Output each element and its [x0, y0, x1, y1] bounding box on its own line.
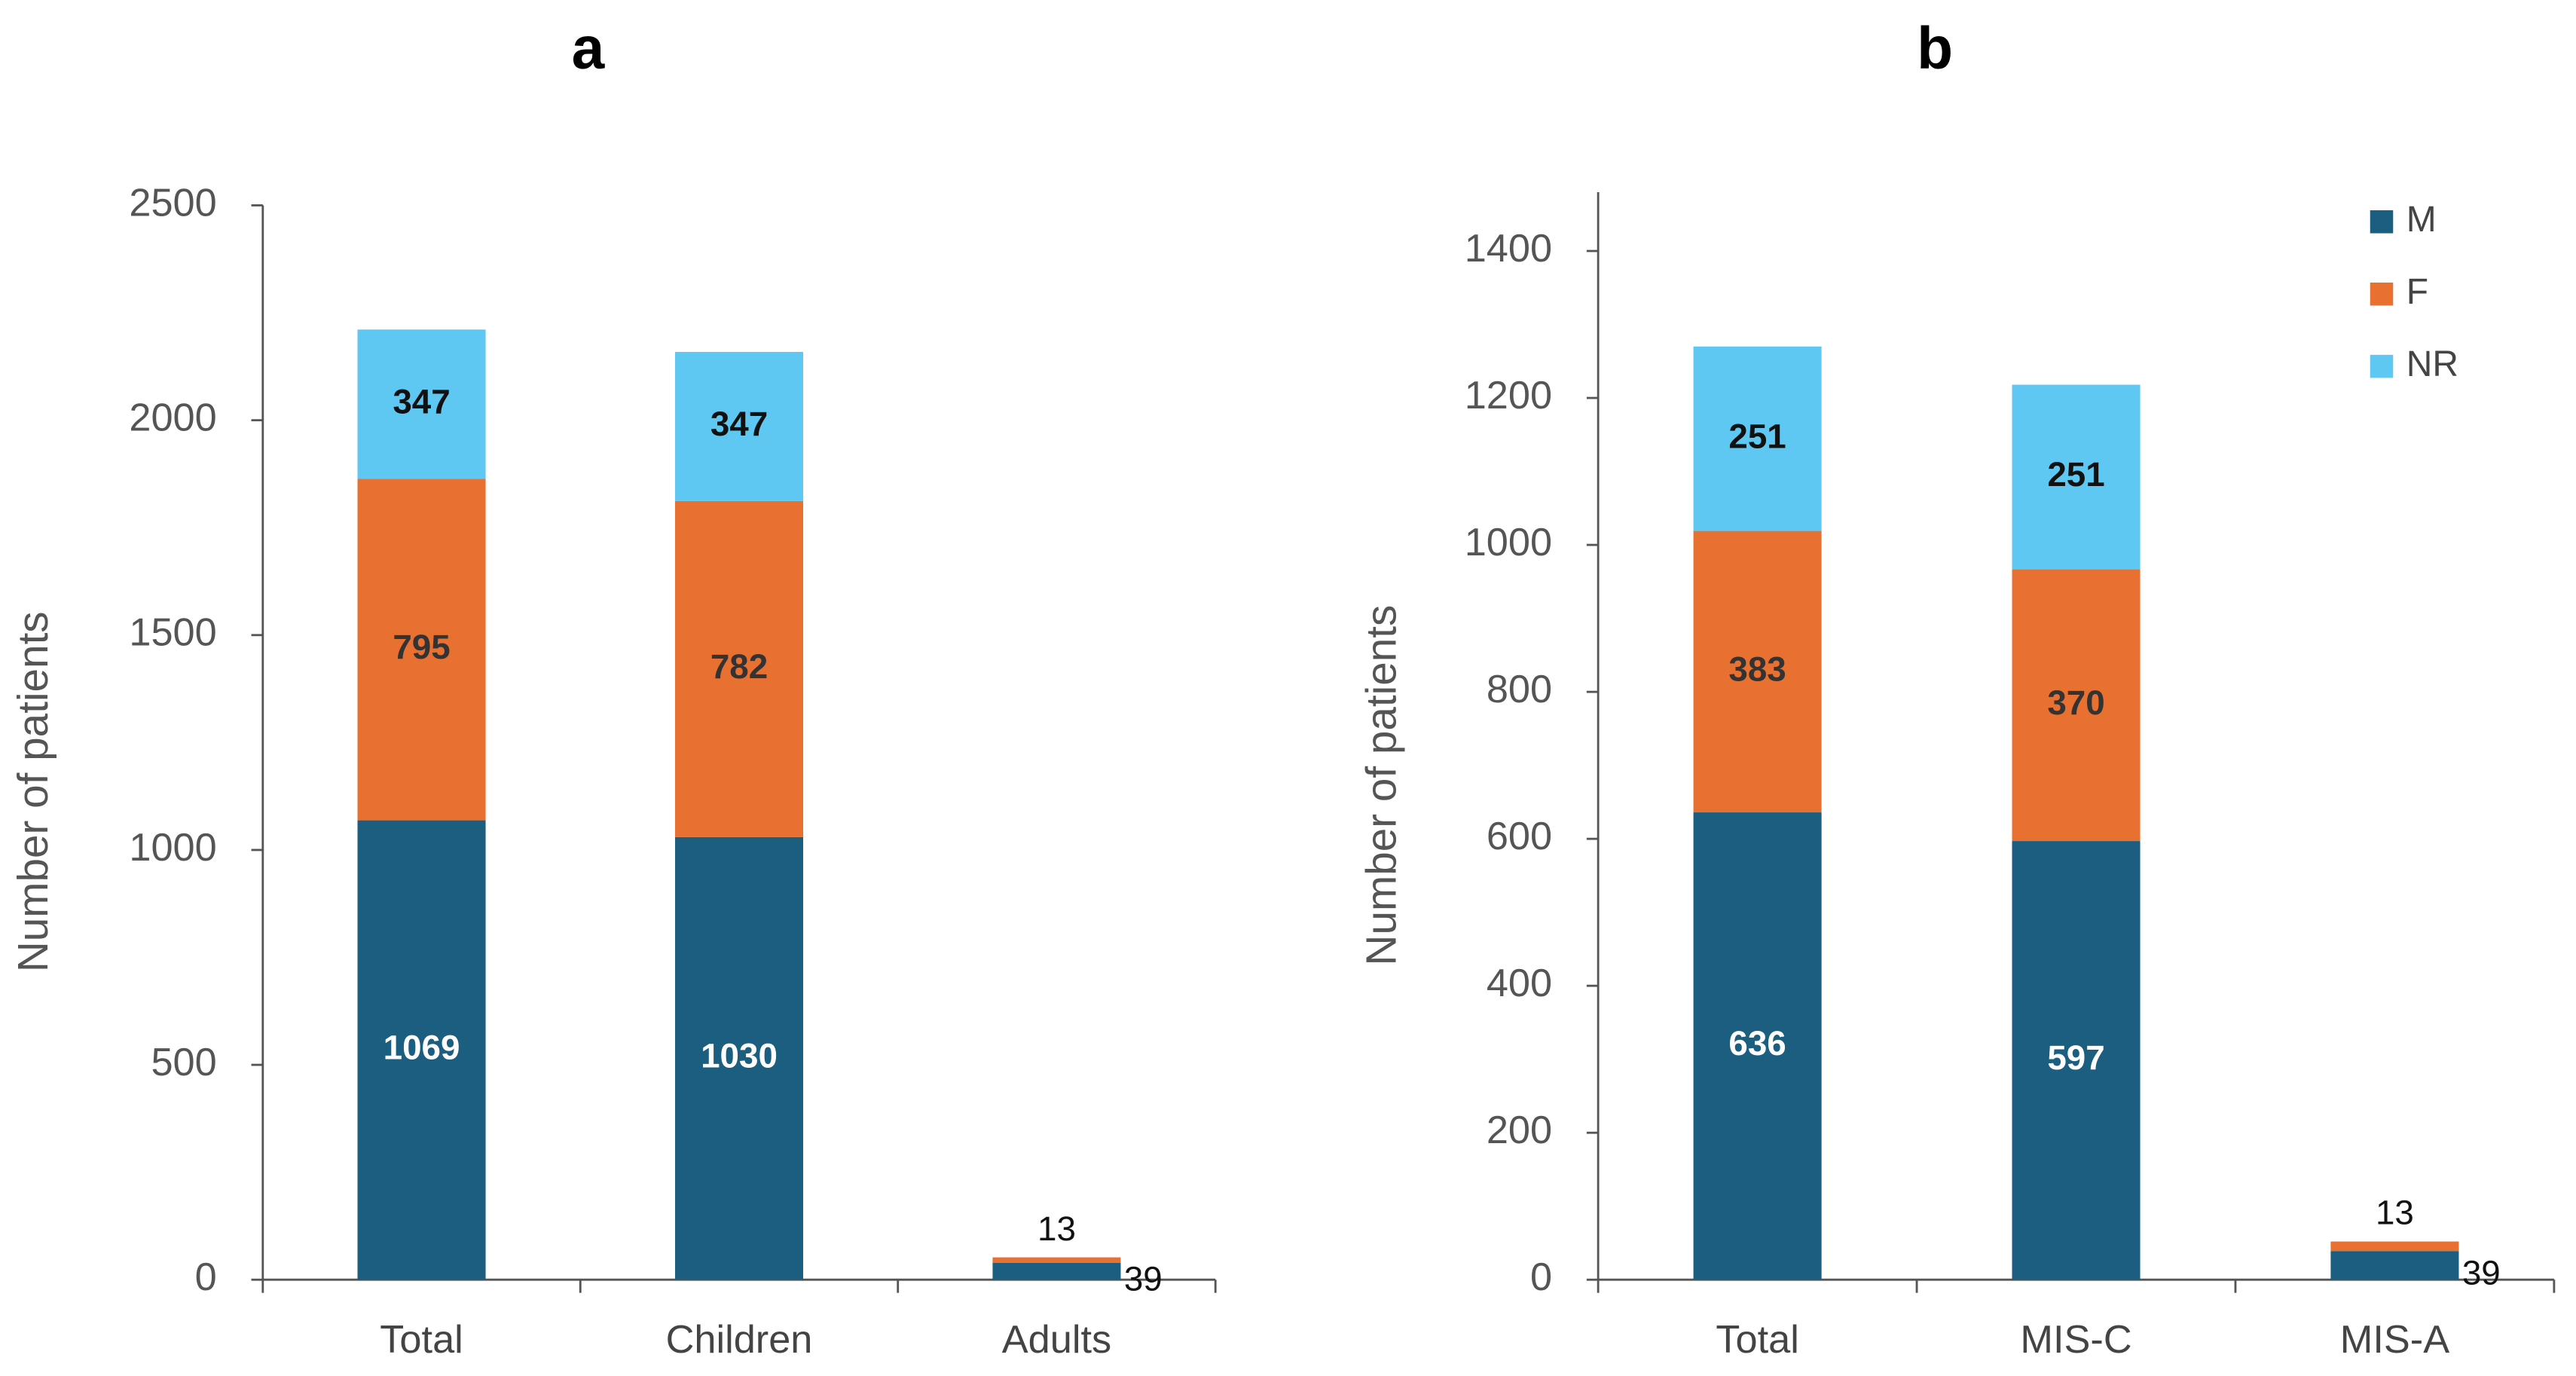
y-tick-label: 1500: [129, 611, 216, 655]
bar-segment: [1693, 812, 1822, 1280]
bar-segment: [992, 1262, 1121, 1280]
legend-swatch: [2370, 282, 2394, 306]
bar-segment: [2330, 1251, 2459, 1280]
y-axis-label: Number of patients: [10, 611, 57, 972]
bar-segment: [674, 500, 804, 837]
chart-title: a: [572, 14, 606, 81]
legend-swatch: [2370, 354, 2394, 378]
y-tick-label: 400: [1487, 962, 1552, 1005]
y-tick-label: 0: [1530, 1255, 1552, 1299]
bar-segment: [674, 351, 804, 501]
bar-segment: [1693, 531, 1822, 813]
bar-segment: [357, 479, 486, 821]
data-label: 251: [2047, 455, 2104, 494]
legend-swatch: [2370, 210, 2394, 234]
y-tick-label: 500: [151, 1041, 216, 1084]
y-tick-label: 1200: [1465, 374, 1552, 417]
y-tick-label: 1000: [129, 826, 216, 870]
y-tick-label: 2500: [129, 181, 216, 225]
y-tick-label: 600: [1487, 815, 1552, 858]
y-tick-label: 1400: [1465, 227, 1552, 271]
bar-segment: [674, 836, 804, 1280]
data-label: 347: [710, 405, 768, 443]
legend-label: M: [2406, 200, 2437, 240]
legend-label: NR: [2406, 344, 2458, 384]
data-label: 39: [1124, 1259, 1163, 1298]
data-label: 13: [2376, 1194, 2414, 1232]
legend-label: F: [2406, 272, 2428, 312]
data-label: 1069: [383, 1028, 460, 1066]
bar-segment: [2012, 384, 2141, 570]
x-tick-label: Children: [666, 1318, 813, 1362]
chart-title: b: [1917, 14, 1953, 81]
data-label: 597: [2047, 1038, 2104, 1077]
bar-segment: [2012, 841, 2141, 1280]
data-label: 782: [710, 647, 768, 686]
data-label: 383: [1728, 650, 1786, 688]
data-label: 795: [393, 628, 450, 666]
x-tick-label: Total: [380, 1318, 463, 1362]
x-tick-label: MIS-A: [2340, 1318, 2449, 1362]
data-label: 13: [1037, 1209, 1076, 1248]
x-tick-label: Adults: [1002, 1318, 1111, 1362]
bar-segment: [992, 1257, 1121, 1263]
data-label: 251: [1728, 417, 1786, 455]
x-tick-label: MIS-C: [2020, 1318, 2131, 1362]
y-tick-label: 800: [1487, 668, 1552, 711]
y-tick-label: 1000: [1465, 521, 1552, 564]
data-label: 636: [1728, 1024, 1786, 1063]
bar-segment: [357, 820, 486, 1280]
x-tick-label: Total: [1716, 1318, 1799, 1362]
y-tick-label: 2000: [129, 396, 216, 439]
bar-segment: [357, 329, 486, 479]
data-label: 1030: [701, 1037, 778, 1075]
bar-segment: [2330, 1241, 2459, 1252]
data-label: 370: [2047, 683, 2104, 722]
bar-segment: [2012, 569, 2141, 842]
y-tick-label: 200: [1487, 1108, 1552, 1152]
data-label: 39: [2462, 1253, 2501, 1292]
bar-segment: [1693, 346, 1822, 531]
y-tick-label: 0: [195, 1255, 217, 1299]
data-label: 347: [393, 382, 450, 420]
y-axis-label: Number of patients: [1358, 605, 1406, 966]
